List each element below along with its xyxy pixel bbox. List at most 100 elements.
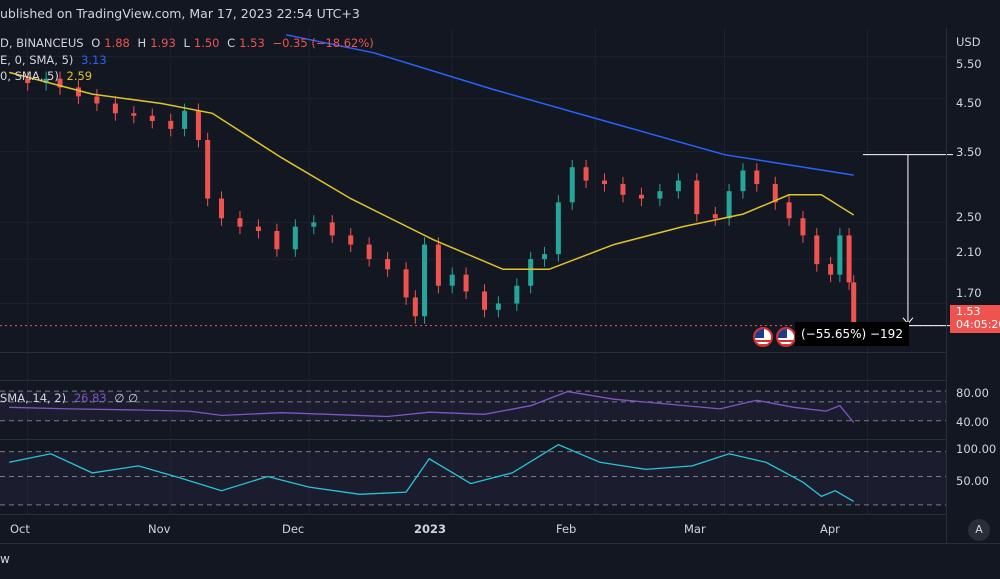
rsi-legend[interactable]: SMA, 14, 2) 26.83 ∅ ∅	[0, 391, 142, 405]
candle-body	[219, 198, 225, 219]
candle-body	[754, 170, 760, 185]
candle-body	[569, 167, 575, 203]
top-bar: ublished on TradingView.com, Mar 17, 202…	[0, 0, 1000, 28]
us-flag-icon[interactable]	[776, 327, 796, 347]
ma-short-value: 2.59	[66, 69, 93, 83]
candle-body	[274, 230, 280, 250]
ma-short-legend[interactable]: 0, SMA, 5) 2.59	[0, 69, 96, 83]
candle-body	[694, 180, 700, 215]
candle-body	[449, 274, 455, 286]
candle-body	[638, 194, 644, 199]
footer-text: w	[0, 552, 10, 566]
pane-divider-rsi-top	[0, 380, 946, 381]
time-label-dec: Dec	[282, 522, 305, 536]
candle-body	[412, 297, 418, 317]
price-tick: 5.50	[956, 57, 982, 71]
ma-long-line	[285, 34, 854, 176]
rsi-value: 26.83	[73, 391, 107, 405]
price-tick: 3.50	[956, 145, 982, 159]
candle-body	[712, 214, 718, 219]
rsi-extra: ∅ ∅	[114, 391, 139, 405]
stoch-tick: 100.00	[956, 442, 997, 456]
candle-body	[311, 222, 317, 227]
ma-long-legend[interactable]: E, 0, SMA, 5) 3.13	[0, 53, 111, 67]
candle-body	[514, 285, 520, 304]
candle-body	[403, 269, 409, 298]
pane-divider-stoch	[0, 439, 946, 440]
high-value: 1.93	[150, 36, 176, 50]
candle-body	[675, 180, 681, 192]
candle-body	[292, 226, 298, 250]
low-value: 1.50	[193, 36, 220, 50]
candle-body	[800, 218, 806, 236]
candle-body	[329, 222, 335, 236]
pane-divider-time	[0, 514, 946, 515]
candle-body	[348, 235, 354, 245]
candle-body	[435, 244, 441, 286]
time-label-2023: 2023	[414, 522, 447, 536]
price-tick: 2.10	[956, 245, 982, 259]
close-value: 1.53	[239, 36, 265, 50]
candle-body	[495, 303, 501, 310]
candle-body	[366, 244, 372, 260]
time-label-apr: Apr	[820, 522, 840, 536]
close-label: C	[227, 36, 236, 50]
last-price-value: 1.53	[956, 305, 981, 318]
stoch-tick: 50.00	[956, 474, 989, 488]
candle-body	[131, 113, 137, 116]
candle-body	[237, 218, 243, 227]
bottom-bar	[0, 543, 1000, 579]
candle-body	[814, 235, 820, 265]
change-value: −0.35 (−18.62%)	[272, 36, 374, 50]
rsi-label: SMA, 14, 2)	[0, 391, 67, 405]
candle-body	[482, 291, 488, 310]
candle-body	[583, 167, 589, 181]
candle-body	[463, 274, 469, 292]
us-flag-icon[interactable]	[753, 327, 773, 347]
candle-body	[542, 254, 548, 260]
candle-body	[828, 264, 834, 275]
candle-body	[786, 202, 792, 219]
ma-long-label: E, 0, SMA, 5)	[0, 53, 74, 67]
candle-body	[43, 78, 49, 84]
candle-body	[195, 110, 201, 140]
candle-body	[385, 259, 391, 270]
price-axis-separator	[946, 28, 947, 543]
candle-body	[422, 244, 428, 317]
candle-body	[740, 170, 746, 192]
candle-body	[602, 180, 608, 185]
candle-body	[255, 226, 261, 231]
candle-body	[25, 78, 31, 84]
stoch-band-fill	[0, 451, 946, 505]
candle-body	[726, 191, 732, 219]
candle-body	[846, 235, 852, 283]
low-label: L	[183, 36, 190, 50]
candle-body	[57, 78, 63, 88]
price-tick: 1.70	[956, 286, 982, 300]
candle-body	[851, 282, 857, 326]
auto-scale-button[interactable]: A	[968, 519, 990, 541]
countdown-value: 04:05:20	[956, 318, 1000, 331]
candle-body	[205, 139, 211, 199]
candle-body	[75, 87, 81, 97]
candle-body	[528, 259, 534, 286]
last-price-tag: 1.53 04:05:20	[950, 305, 1000, 333]
ma-short-line	[9, 71, 855, 271]
time-label-oct: Oct	[10, 522, 30, 536]
symbol-legend[interactable]: D, BINANCEUS O 1.88 H 1.93 L 1.50 C 1.53 −0.…	[0, 36, 378, 50]
stoch-line	[9, 443, 855, 502]
candle-body	[772, 184, 778, 203]
price-tick: 2.50	[956, 210, 982, 224]
open-value: 1.88	[104, 36, 130, 50]
candle-body	[149, 115, 155, 121]
ma-long-value: 3.13	[81, 53, 107, 67]
open-label: O	[91, 36, 101, 50]
candle-body	[837, 235, 843, 275]
time-label-feb: Feb	[556, 522, 577, 536]
candle-body	[182, 110, 188, 129]
time-label-nov: Nov	[148, 522, 171, 536]
candle-body	[657, 191, 663, 199]
candle-body	[555, 202, 561, 255]
candle-body	[620, 184, 626, 195]
